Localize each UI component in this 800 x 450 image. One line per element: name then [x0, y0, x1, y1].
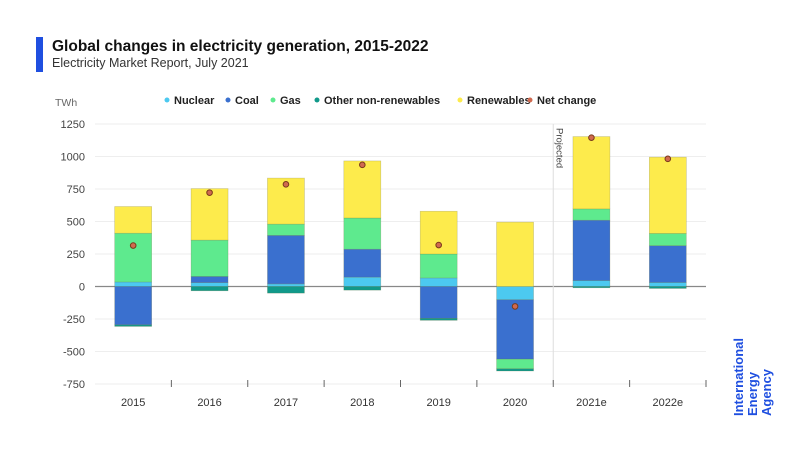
bar-coal-2015 [114, 286, 152, 326]
legend-marker [527, 97, 533, 103]
bar-other-non-renewables-2017 [267, 286, 305, 294]
y-tick-label: 750 [67, 184, 85, 196]
net-change-point-2022e [664, 155, 672, 163]
legend-label: Renewables [467, 95, 531, 107]
bar-other-non-renewables-2016 [190, 286, 229, 292]
bar-gas-2019 [419, 253, 458, 279]
bar-other-non-renewables-2021e [572, 286, 611, 289]
net-change-point-2017 [282, 181, 290, 188]
net-change-point-2018 [359, 161, 366, 169]
bar-nuclear-2019 [419, 277, 458, 287]
bar-gas-2016 [190, 239, 229, 277]
bar-renewables-2016 [190, 188, 229, 241]
iea-logo: International Energy Agency [731, 337, 774, 416]
x-tick-label: 2017 [274, 397, 298, 409]
x-tick-label: 2015 [121, 397, 145, 409]
y-tick-label: -250 [63, 314, 85, 326]
bar-renewables-2020 [496, 221, 534, 287]
bar-nuclear-2017 [267, 283, 305, 287]
y-tick-label: 1000 [61, 152, 85, 164]
bar-other-non-renewables-2015 [114, 324, 152, 327]
y-tick-label: 500 [67, 217, 85, 229]
bar-gas-2022e [649, 233, 687, 246]
bar-nuclear-2018 [343, 276, 382, 287]
y-tick-label: 0 [79, 282, 85, 294]
legend-label: Net change [537, 95, 596, 107]
legend-label: Nuclear [174, 95, 215, 107]
chart-subtitle: Electricity Market Report, July 2021 [52, 56, 249, 70]
title-accent-bar [36, 37, 43, 72]
bar-nuclear-2016 [190, 282, 229, 287]
x-tick-label: 2020 [503, 397, 527, 409]
bar-gas-2018 [343, 217, 382, 250]
bar-coal-2022e [649, 245, 687, 283]
bar-renewables-2018 [343, 160, 382, 219]
y-tick-label: -750 [63, 379, 85, 391]
bar-gas-2021e [572, 208, 611, 221]
bar-other-non-renewables-2018 [343, 286, 382, 291]
legend-marker [270, 97, 276, 103]
x-tick-label: 2021e [576, 397, 607, 409]
net-change-point-2019 [435, 241, 442, 249]
legend-label: Other non-renewables [324, 95, 440, 107]
bar-coal-2019 [419, 286, 458, 319]
projected-annotation: Projected [553, 128, 564, 168]
bar-nuclear-2021e [572, 280, 611, 287]
bar-renewables-2019 [419, 210, 458, 255]
bar-coal-2016 [190, 276, 229, 283]
legend-marker [457, 97, 463, 103]
net-change-point-2020 [511, 303, 519, 310]
x-tick-label: 2019 [426, 397, 450, 409]
bar-gas-2017 [267, 223, 305, 236]
net-change-point-2015 [129, 242, 137, 249]
x-tick-label: 2018 [350, 397, 374, 409]
legend-marker [225, 97, 231, 103]
legend-label: Coal [235, 95, 259, 107]
bar-gas-2015 [114, 232, 152, 283]
bar-coal-2017 [267, 235, 305, 285]
bar-nuclear-2022e [649, 282, 687, 287]
legend-marker [164, 97, 170, 103]
bar-nuclear-2015 [114, 281, 152, 287]
y-tick-label: 1250 [61, 119, 85, 131]
bar-nuclear-2020 [496, 286, 534, 301]
net-change-point-2016 [206, 189, 213, 196]
legend-label: Gas [280, 95, 301, 107]
legend-marker [314, 97, 320, 103]
x-tick-label: 2016 [197, 397, 221, 409]
bar-other-non-renewables-2019 [419, 318, 458, 321]
bar-renewables-2022e [649, 156, 687, 234]
chart-title: Global changes in electricity generation… [52, 38, 429, 55]
bar-coal-2018 [343, 248, 382, 278]
bar-renewables-2015 [114, 206, 152, 234]
x-tick-label: 2022e [653, 397, 684, 409]
y-tick-label: 250 [67, 249, 85, 261]
y-tick-label: -500 [63, 347, 85, 359]
y-axis-label: TWh [55, 97, 77, 109]
bar-coal-2021e [572, 219, 611, 281]
bar-gas-2020 [496, 358, 534, 370]
net-change-point-2021e [588, 134, 595, 141]
bar-other-non-renewables-2022e [649, 286, 687, 289]
bar-renewables-2021e [572, 136, 611, 210]
bar-other-non-renewables-2020 [496, 368, 534, 372]
